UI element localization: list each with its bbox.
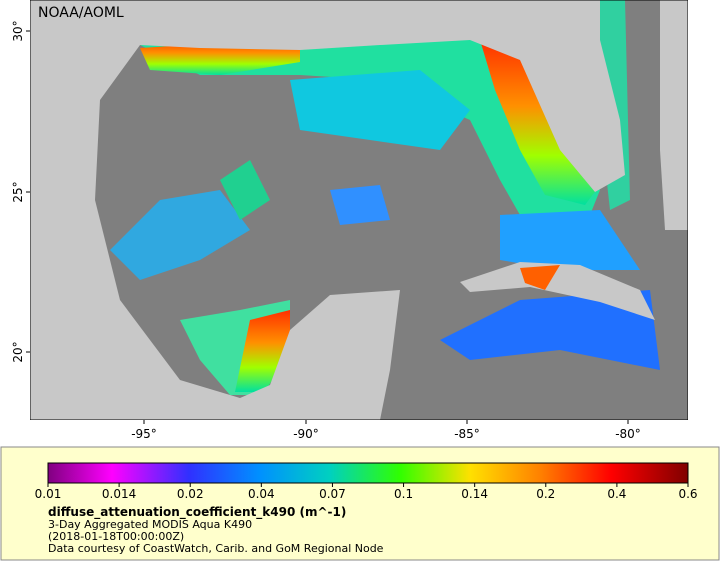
data-cuba-coast [520, 265, 560, 290]
colorbar-label: 0.4 [607, 487, 626, 501]
data-patch [110, 190, 250, 280]
map [30, 0, 688, 420]
lon-label: -95° [131, 427, 157, 441]
credit: NOAA/AOML [38, 5, 124, 21]
colorbar [47, 462, 689, 484]
colorbar-label: 0.1 [394, 487, 413, 501]
colorbar-label: 0.02 [177, 487, 204, 501]
lat-label: 25° [11, 181, 25, 202]
data-patch [290, 70, 470, 150]
colorbar-label: 0.01 [35, 487, 62, 501]
data-florida-shelf [480, 40, 600, 205]
land [30, 0, 625, 420]
credit-box [32, 2, 112, 22]
lat-label: 30° [11, 20, 25, 41]
legend-line: Data courtesy of CoastWatch, Carib. and … [48, 542, 384, 555]
colorbar-label: 0.04 [248, 487, 275, 501]
colorbar-label: 0.07 [319, 487, 346, 501]
legend-line: 3-Day Aggregated MODIS Aqua K490 [48, 518, 252, 531]
colorbar-label: 0.14 [461, 487, 488, 501]
data-straits [500, 210, 640, 270]
land [660, 0, 688, 230]
data-patch [330, 185, 390, 225]
legend-title: diffuse_attenuation_coefficient_k490 (m^… [48, 505, 346, 520]
legend-line: (2018-01-18T00:00:00Z) [48, 530, 184, 543]
data-patch [220, 160, 270, 220]
lat-label: 20° [11, 341, 25, 362]
colorbar-label: 0.014 [102, 487, 136, 501]
lon-label: -85° [454, 427, 480, 441]
lon-label: -90° [293, 427, 319, 441]
colorbar-label: 0.2 [536, 487, 555, 501]
lon-label: -80° [615, 427, 641, 441]
colorbar-label: 0.6 [678, 487, 697, 501]
cuba [460, 262, 655, 320]
data-caribbean [440, 290, 660, 370]
data-shelf [140, 35, 600, 215]
